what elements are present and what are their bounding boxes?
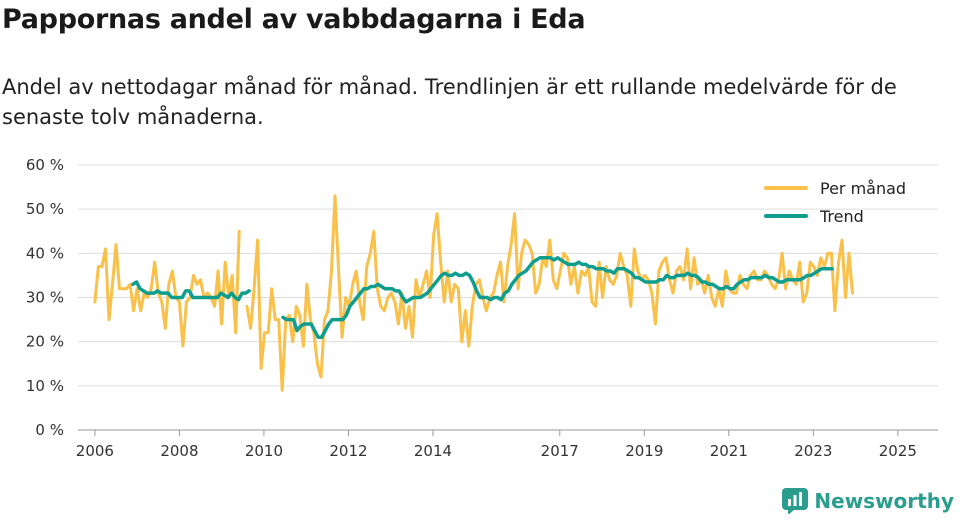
legend-label-monthly: Per månad	[820, 179, 906, 198]
chart-title: Pappornas andel av vabbdagarna i Eda	[2, 4, 586, 35]
brand-name: Newsworthy	[814, 489, 954, 513]
x-tick-label: 2010	[245, 442, 283, 460]
x-tick-label: 2021	[710, 442, 748, 460]
series-layer	[93, 194, 854, 392]
chart-subtitle: Andel av nettodagar månad för månad. Tre…	[2, 75, 897, 129]
x-tick-label: 2025	[879, 442, 917, 460]
newsworthy-logo-icon	[782, 488, 809, 514]
x-tick-label: 2023	[794, 442, 832, 460]
x-tick-label: 2017	[541, 442, 579, 460]
grid-layer	[78, 164, 938, 431]
legend: Per månad Trend	[764, 179, 906, 226]
brand-logo: Newsworthy	[782, 488, 954, 514]
y-tick-label: 50 %	[26, 200, 64, 218]
x-tick-label: 2012	[329, 442, 367, 460]
series-line-monthly	[93, 229, 241, 348]
y-tick-label: 10 %	[26, 377, 64, 395]
legend-label-trend: Trend	[819, 207, 864, 226]
y-tick-label: 40 %	[26, 244, 64, 262]
axis-layer: 0 % 10 % 20 % 30 % 40 % 50 % 60 % 2006 2008 2010 2…	[26, 156, 917, 460]
y-tick-label: 60 %	[26, 156, 64, 174]
y-tick-label: 30 %	[26, 289, 64, 307]
x-tick-label: 2006	[76, 442, 114, 460]
x-tick-label: 2008	[160, 442, 198, 460]
x-tick-label: 2014	[414, 442, 452, 460]
series-line-trend	[281, 256, 834, 340]
series-line-trend	[131, 280, 251, 302]
y-tick-label: 0 %	[35, 421, 64, 439]
y-tick-label: 20 %	[26, 333, 64, 351]
series-line-monthly	[245, 194, 854, 392]
x-tick-label: 2019	[625, 442, 663, 460]
